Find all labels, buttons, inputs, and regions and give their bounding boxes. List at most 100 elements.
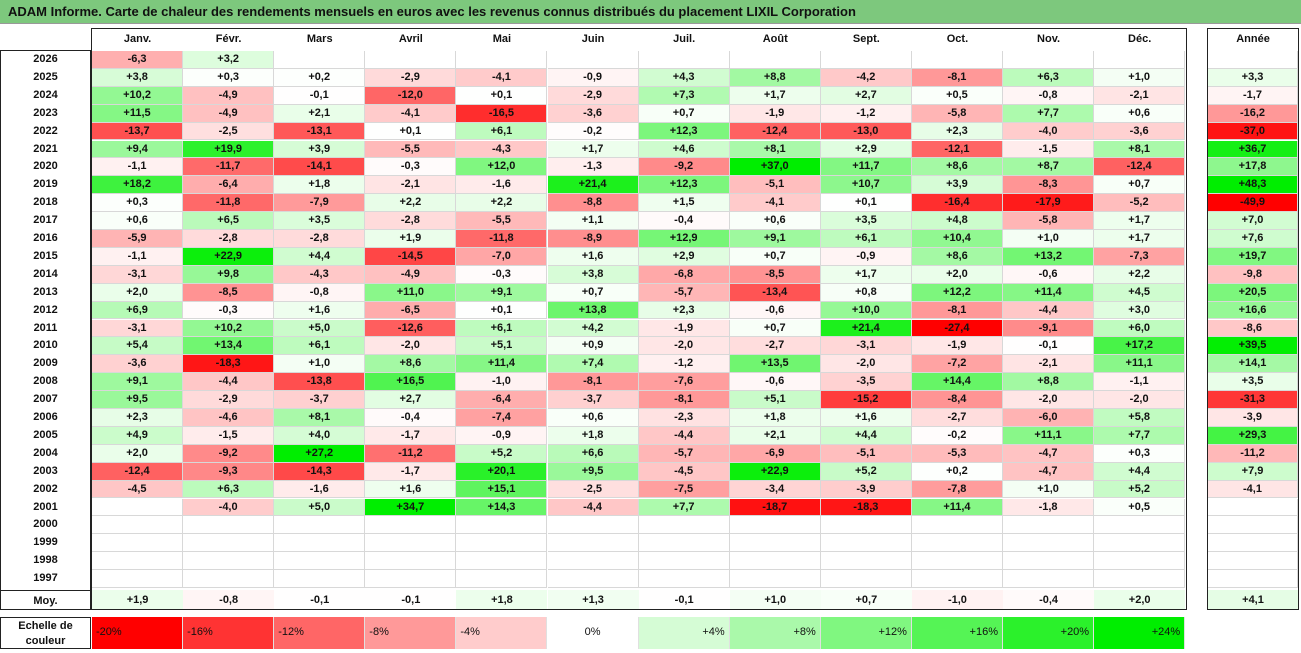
heatmap-cell: +1,0 — [274, 355, 366, 374]
heatmap-cell — [729, 51, 821, 69]
heatmap-cell — [274, 570, 366, 588]
heatmap-cell: -8,9 — [547, 230, 639, 248]
heatmap-cell: -1,8 — [1003, 498, 1095, 517]
heatmap-cell — [1003, 51, 1095, 69]
heatmap-cell: -4,5 — [638, 462, 730, 481]
heatmap-cell: -1,1 — [92, 158, 184, 177]
heatmap-cell: -6,4 — [183, 176, 275, 195]
heatmap-cell: +0,2 — [911, 462, 1003, 481]
year-label: 2017 — [33, 214, 58, 227]
heatmap-cell: -2,9 — [365, 68, 457, 87]
color-scale-swatch: -8% — [365, 617, 457, 649]
heatmap-cell: +5,8 — [1094, 409, 1186, 427]
heatmap-cell: -3,6 — [1094, 122, 1186, 141]
heatmap-cell: -1,5 — [1003, 140, 1095, 159]
heatmap-cell: +6,1 — [274, 337, 366, 356]
heatmap-cell: +0,1 — [456, 301, 548, 320]
heatmap-cell: -14,3 — [274, 462, 366, 481]
heatmap-cell: -3,1 — [92, 265, 184, 284]
heatmap-cell: -16,5 — [456, 104, 548, 123]
heatmap-cell: +9,1 — [92, 373, 184, 392]
average-cell: +1,0 — [729, 590, 821, 609]
heatmap-cell — [92, 552, 184, 571]
heatmap-cell: +5,2 — [456, 444, 548, 463]
heatmap-cell: +1,0 — [1003, 480, 1095, 499]
heatmap-cell: -2,0 — [1003, 391, 1095, 409]
heatmap-cell — [274, 51, 366, 69]
heatmap-cell — [456, 516, 548, 535]
heatmap-cell — [729, 570, 821, 588]
heatmap-cell — [729, 552, 821, 571]
heatmap-cell: -5,9 — [92, 230, 184, 248]
annual-cell: -4,1 — [1208, 480, 1298, 499]
heatmap-cell: +3,9 — [911, 176, 1003, 195]
heatmap-cell: +6,5 — [183, 212, 275, 230]
heatmap-cell — [547, 534, 639, 553]
annual-cell: -37,0 — [1208, 122, 1298, 141]
heatmap-cell: +0,3 — [183, 68, 275, 87]
year-label: 2003 — [33, 464, 58, 477]
heatmap-cell: +1,0 — [1094, 68, 1186, 87]
annual-cell: +19,7 — [1208, 247, 1298, 266]
heatmap-cell: +4,8 — [911, 212, 1003, 230]
heatmap-cell — [547, 51, 639, 69]
annual-cell: +7,6 — [1208, 230, 1298, 248]
year-label: 2018 — [33, 196, 58, 209]
heatmap-cell: -7,4 — [456, 409, 548, 427]
heatmap-cell: +3,5 — [274, 212, 366, 230]
heatmap-cell: +5,4 — [92, 337, 184, 356]
heatmap-cell: -9,3 — [183, 462, 275, 481]
heatmap-cell — [365, 51, 457, 69]
heatmap-cell — [911, 570, 1003, 588]
heatmap-cell — [638, 534, 730, 553]
heatmap-cell: +11,7 — [820, 158, 912, 177]
heatmap-cell: +4,3 — [638, 68, 730, 87]
heatmap-cell: +9,4 — [92, 140, 184, 159]
heatmap-cell: -4,9 — [183, 104, 275, 123]
heatmap-cell: -6,0 — [1003, 409, 1095, 427]
heatmap-cell: -5,5 — [365, 140, 457, 159]
year-label: 2014 — [33, 267, 58, 280]
heatmap-cell: +0,3 — [1094, 444, 1186, 463]
heatmap-cell: -6,5 — [365, 301, 457, 320]
heatmap-cell: -5,8 — [911, 104, 1003, 123]
heatmap-cell — [1003, 552, 1095, 571]
heatmap-cell: +6,1 — [456, 319, 548, 338]
heatmap-cell: -9,2 — [183, 444, 275, 463]
heatmap-cell: +7,7 — [638, 498, 730, 517]
heatmap-cell: -5,2 — [1094, 194, 1186, 213]
heatmap-cell: +8,1 — [1094, 140, 1186, 159]
heatmap-cell: -9,1 — [1003, 319, 1095, 338]
heatmap-cell: -0,3 — [456, 265, 548, 284]
annual-cell — [1208, 552, 1298, 571]
heatmap-cell: -8,1 — [911, 68, 1003, 87]
average-cell: -0,8 — [183, 590, 275, 609]
heatmap-cell: +7,7 — [1094, 426, 1186, 445]
heatmap-cell: +0,6 — [547, 409, 639, 427]
heatmap-cell: -15,2 — [820, 391, 912, 409]
year-label: 2024 — [33, 88, 58, 101]
heatmap-cell: +12,2 — [911, 283, 1003, 302]
heatmap-cell: +4,4 — [820, 426, 912, 445]
heatmap-cell: +5,0 — [274, 319, 366, 338]
heatmap-cell: -16,4 — [911, 194, 1003, 213]
heatmap-cell: +0,7 — [1094, 176, 1186, 195]
heatmap-cell: -8,1 — [547, 373, 639, 392]
heatmap-cell: +2,3 — [92, 409, 184, 427]
heatmap-cell — [820, 51, 912, 69]
heatmap-cell: +2,0 — [92, 444, 184, 463]
heatmap-cell: -1,2 — [820, 104, 912, 123]
heatmap-cell: -2,7 — [729, 337, 821, 356]
annual-cell — [1208, 534, 1298, 553]
heatmap-cell — [729, 534, 821, 553]
heatmap-cell — [183, 552, 275, 571]
heatmap-cell: +13,5 — [729, 355, 821, 374]
heatmap-cell: -14,5 — [365, 247, 457, 266]
heatmap-cell: +2,3 — [638, 301, 730, 320]
heatmap-cell: +1,8 — [547, 426, 639, 445]
heatmap-cell: -2,9 — [183, 391, 275, 409]
heatmap-cell: +1,6 — [547, 247, 639, 266]
heatmap-cell — [1003, 516, 1095, 535]
heatmap-cell — [911, 51, 1003, 69]
heatmap-cell: +17,2 — [1094, 337, 1186, 356]
